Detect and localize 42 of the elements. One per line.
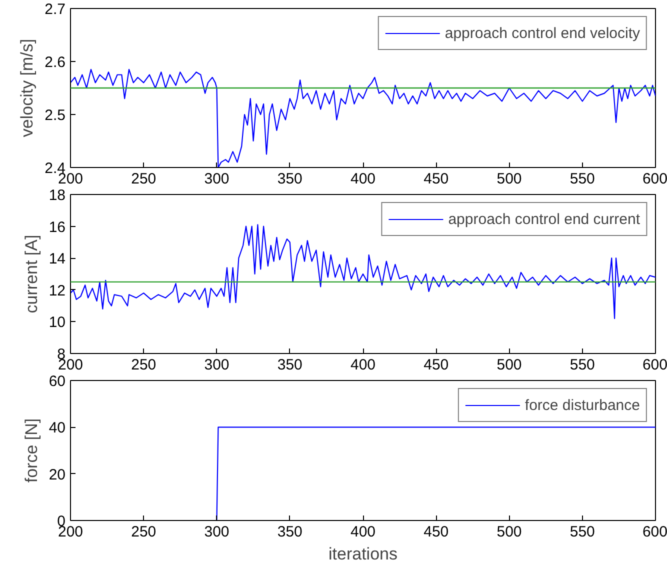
y-tick-label: 2.7 (44, 1, 66, 18)
y-tick-label: 40 (48, 420, 66, 437)
x-tick-label: 600 (642, 170, 667, 188)
x-tick-label: 250 (131, 524, 156, 540)
y-axis-title: velocity [m/s] (18, 38, 37, 138)
x-tick-label: 400 (350, 356, 376, 374)
x-tick-label: 350 (277, 524, 302, 540)
y-tick-label: 18 (48, 187, 66, 204)
y-tick-label: 10 (48, 314, 66, 332)
legend-label: approach control end current (448, 210, 640, 228)
y-tick-label: 20 (48, 466, 66, 484)
y-tick-label: 16 (48, 218, 66, 236)
x-tick-label: 450 (424, 170, 449, 188)
x-tick-label: 300 (204, 524, 230, 540)
y-tick-label: 2.6 (44, 54, 66, 71)
legend-label: force disturbance (524, 396, 640, 414)
x-tick-label: 500 (496, 524, 522, 540)
x-tick-label: 500 (496, 170, 522, 188)
y-tick-label: 60 (48, 373, 66, 390)
x-tick-label: 500 (496, 356, 522, 374)
x-tick-label: 250 (131, 170, 156, 188)
y-tick-label: 12 (48, 282, 66, 300)
x-tick-label: 300 (204, 170, 230, 188)
y-tick-label: 14 (48, 250, 66, 268)
x-tick-label: 600 (642, 356, 667, 374)
x-tick-label: 250 (131, 356, 156, 374)
legend-label: approach control end velocity (444, 24, 640, 42)
x-tick-label: 550 (570, 356, 595, 374)
x-tick-label: 350 (277, 356, 302, 374)
x-tick-label: 550 (570, 524, 595, 540)
x-axis-title: iterations (328, 544, 398, 564)
y-tick-label: 2.5 (44, 107, 66, 124)
x-tick-label: 600 (642, 524, 667, 540)
x-tick-label: 400 (350, 524, 376, 540)
x-tick-label: 450 (424, 524, 449, 540)
x-tick-label: 550 (570, 170, 595, 188)
x-tick-label: 400 (350, 170, 376, 188)
y-axis-title: force [N] (22, 418, 41, 483)
y-axis-title: current [A] (22, 234, 41, 314)
x-tick-label: 450 (424, 356, 449, 374)
x-tick-label: 300 (204, 356, 230, 374)
x-tick-label: 350 (277, 170, 302, 188)
